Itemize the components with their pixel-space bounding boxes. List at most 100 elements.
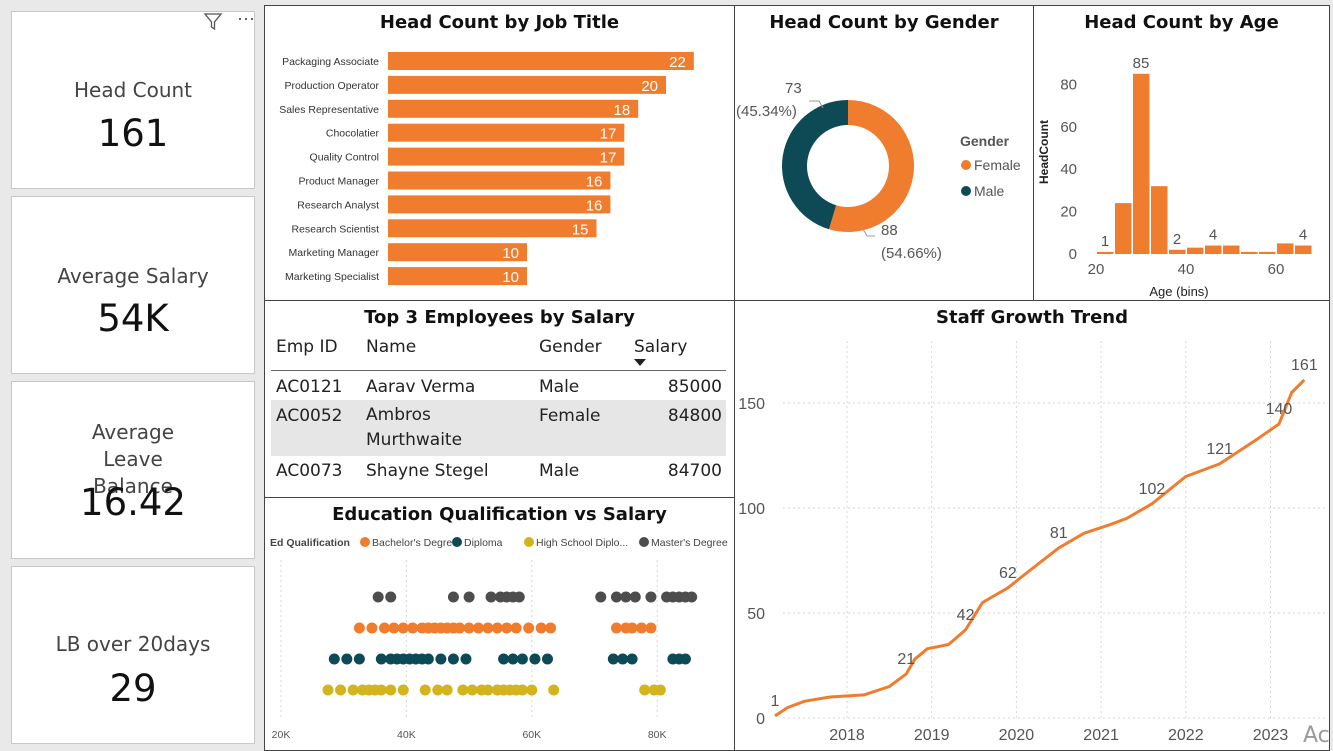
legend-marker: [961, 186, 971, 196]
data-point: [466, 684, 478, 696]
legend-label: Male: [974, 183, 1005, 199]
data-point: [432, 684, 444, 696]
bar: [1277, 243, 1294, 254]
data-point: [610, 622, 622, 634]
top-employees-panel: Top 3 Employees by Salary Emp ID Name Ge…: [264, 300, 735, 498]
bar: [1133, 73, 1150, 254]
data-point: [654, 684, 666, 696]
kpi-card-lb-over-20days[interactable]: LB over 20days 29: [11, 566, 255, 744]
bar: [1169, 249, 1186, 254]
category-label: Marketing Specialist: [285, 271, 379, 283]
bar: [388, 52, 694, 70]
kpi-value: 54K: [97, 297, 169, 340]
data-label: 1: [771, 693, 780, 710]
staff-growth-panel: Staff Growth Trend 0 50 100 150 2018 2019 2020…: [734, 300, 1330, 751]
cell-empid: AC0121: [276, 377, 343, 397]
kpi-label: Head Count: [73, 78, 193, 102]
cell-name: Shayne Stegel: [366, 461, 489, 481]
table-header-name[interactable]: Name: [366, 337, 417, 357]
leader-line: [862, 228, 875, 237]
cell-salary: 84800: [667, 406, 722, 426]
trend-line: [774, 378, 1306, 718]
kpi-label: LB over 20days: [55, 632, 211, 656]
data-label: 42: [957, 607, 975, 624]
x-tick-label: 2018: [829, 727, 865, 744]
more-options-icon[interactable]: ⋯: [237, 9, 255, 29]
data-point: [378, 622, 390, 634]
x-tick-label: 80K: [648, 729, 667, 741]
filter-icon[interactable]: [203, 12, 223, 32]
data-label-value: 73: [785, 80, 802, 97]
data-point: [501, 622, 513, 634]
data-point: [516, 684, 528, 696]
data-point: [454, 622, 466, 634]
data-point: [523, 622, 535, 634]
bar: [388, 123, 625, 142]
data-point: [548, 684, 560, 696]
data-label: 20: [641, 78, 658, 95]
data-label: 16: [586, 197, 603, 214]
data-point: [498, 653, 510, 665]
table-header-salary[interactable]: Salary: [634, 337, 688, 357]
data-label-percent: (45.34%): [736, 103, 797, 120]
legend-marker: [639, 537, 649, 547]
education-scatter-panel: Education Qualification vs Salary Ed Qua…: [264, 497, 735, 751]
donut-slice-female: [828, 100, 914, 232]
kpi-card-average-leave[interactable]: Average Leave Balance 16.42: [11, 381, 255, 559]
gender-donut-chart: 88 (54.66%) 73 (45.34%) Gender Female Male: [736, 80, 1021, 262]
table-row[interactable]: [271, 400, 726, 456]
data-point: [457, 684, 469, 696]
category-label: Sales Representative: [279, 104, 379, 116]
data-point: [460, 653, 472, 665]
age-chart-panel: Head Count by Age 0 20 40 60 80 20 40 60 HeadCou…: [1033, 5, 1330, 301]
sort-desc-icon[interactable]: [634, 359, 648, 367]
table-title: Top 3 Employees by Salary: [364, 307, 635, 328]
data-point: [353, 622, 365, 634]
data-point: [385, 591, 397, 603]
data-label: 10: [502, 269, 519, 286]
data-point: [607, 653, 619, 665]
x-tick-label: 2022: [1168, 727, 1204, 744]
data-point: [341, 653, 353, 665]
data-point: [372, 591, 384, 603]
data-point: [629, 591, 641, 603]
data-label: 10: [502, 245, 519, 262]
legend-marker: [961, 160, 971, 170]
bar: [388, 99, 639, 118]
data-point: [639, 684, 651, 696]
cell-empid: AC0073: [276, 461, 343, 481]
legend-marker: [360, 537, 370, 547]
data-label: 17: [600, 150, 617, 167]
legend-marker: [524, 537, 534, 547]
data-point: [545, 622, 557, 634]
data-point: [626, 653, 638, 665]
data-label: 1: [1101, 233, 1109, 250]
data-point: [617, 653, 629, 665]
data-point: [485, 591, 497, 603]
education-salary-scatter: Ed Qualification Bachelor's Degree Diploma…: [270, 537, 728, 741]
table-header-gender[interactable]: Gender: [539, 337, 602, 357]
donut-slice-male: [781, 100, 848, 230]
data-point: [375, 653, 387, 665]
cell-salary: 84700: [667, 461, 722, 481]
y-tick-label: 80: [1060, 76, 1077, 93]
watermark-text: Ac: [1303, 723, 1330, 748]
job-title-chart-panel: Head Count by Job Title Packaging Associ…: [264, 5, 735, 301]
data-point: [335, 684, 347, 696]
kpi-card-head-count[interactable]: Head Count 161 ⋯: [11, 9, 255, 189]
data-point: [482, 622, 494, 634]
y-tick-label: 0: [1069, 246, 1077, 263]
y-tick-label: 60: [1060, 119, 1077, 136]
bar: [388, 75, 666, 94]
table-header-empid[interactable]: Emp ID: [276, 337, 338, 357]
category-label: Quality Control: [310, 152, 379, 164]
data-label: 4: [1299, 227, 1307, 244]
data-label-percent: (54.66%): [881, 245, 942, 262]
data-point: [353, 653, 365, 665]
job-title-bar-chart: Packaging Associate 22 Production Operator…: [279, 52, 694, 286]
category-label: Packaging Associate: [282, 56, 379, 68]
kpi-label: Average Leave Balance: [91, 420, 175, 498]
data-point: [679, 653, 691, 665]
kpi-card-average-salary[interactable]: Average Salary 54K: [11, 196, 255, 374]
data-point: [463, 622, 475, 634]
